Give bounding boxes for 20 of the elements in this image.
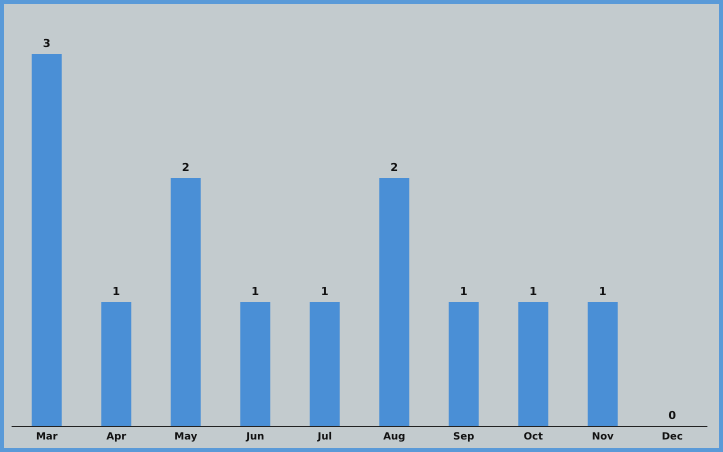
data-label: 1	[320, 285, 329, 298]
x-tick-label: Apr	[106, 432, 126, 442]
x-tick-label: Dec	[662, 432, 683, 442]
data-label: 2	[182, 161, 190, 174]
x-tick-label: Sep	[453, 432, 474, 442]
x-tick-label: Nov	[592, 432, 614, 442]
data-label: 0	[668, 409, 676, 422]
x-tick-label: Jun	[245, 432, 264, 442]
x-tick-label: Jul	[316, 432, 332, 442]
data-label: 1	[598, 285, 607, 298]
x-tick-label: Oct	[524, 432, 544, 442]
data-label: 1	[251, 285, 260, 298]
x-tick-label: Aug	[383, 432, 406, 442]
x-tick-label: May	[174, 432, 198, 442]
data-label: 3	[42, 37, 51, 50]
data-label: 1	[460, 285, 468, 298]
data-label: 1	[112, 285, 120, 298]
x-tick-label: Mar	[36, 432, 58, 442]
data-label: 2	[390, 161, 398, 174]
data-label: 1	[529, 285, 538, 298]
